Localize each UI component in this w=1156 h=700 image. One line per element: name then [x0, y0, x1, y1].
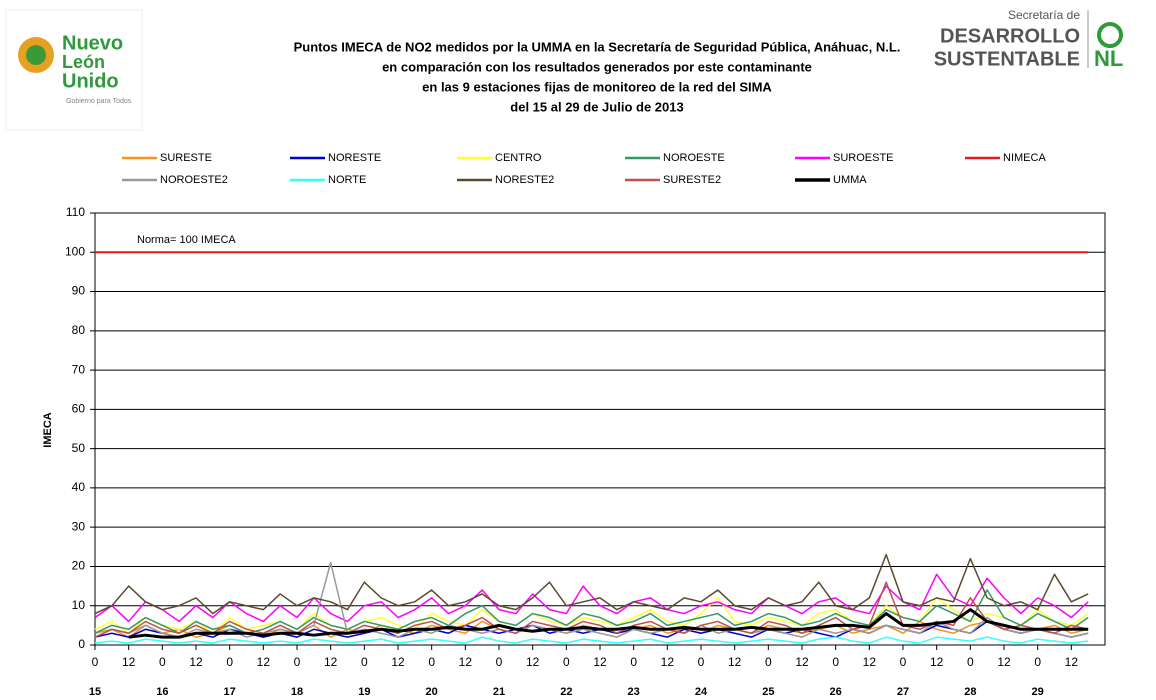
legend-label: UMMA — [833, 174, 867, 186]
day-label: 27 — [897, 686, 909, 698]
legend-label: NORESTE2 — [495, 174, 554, 186]
x-tick-label: 12 — [795, 655, 809, 669]
y-axis-label: IMECA — [42, 412, 54, 448]
x-tick-label: 0 — [900, 655, 907, 669]
legend-label: NOROESTE — [663, 152, 725, 164]
logo-text: SUSTENTABLE — [934, 48, 1080, 70]
day-label: 22 — [560, 686, 572, 698]
x-tick-label: 0 — [765, 655, 772, 669]
series-line — [128, 608, 1089, 639]
day-label: 24 — [695, 686, 708, 698]
chart-title: Puntos IMECA de NO2 medidos por la UMMA … — [294, 39, 901, 54]
y-tick-label: 30 — [72, 519, 86, 533]
legend-label: NORTE — [328, 174, 366, 186]
legend-label: SUROESTE — [833, 152, 894, 164]
x-tick-label: 12 — [593, 655, 607, 669]
x-tick-label: 12 — [863, 655, 877, 669]
y-tick-label: 40 — [72, 480, 86, 494]
x-tick-label: 12 — [257, 655, 271, 669]
x-tick-label: 12 — [1065, 655, 1079, 669]
legend-label: SURESTE2 — [663, 174, 721, 186]
day-label: 18 — [291, 686, 303, 698]
x-tick-label: 12 — [189, 655, 203, 669]
x-tick-label: 0 — [1034, 655, 1041, 669]
logo-text: DESARROLLO — [940, 25, 1080, 47]
x-tick-label: 0 — [294, 655, 301, 669]
series-line — [94, 581, 1089, 638]
x-tick-label: 12 — [324, 655, 338, 669]
legend-label: NORESTE — [328, 152, 381, 164]
annotation: Norma= 100 IMECA — [137, 234, 236, 246]
series-line — [94, 597, 1089, 634]
series-line — [94, 636, 1089, 644]
y-tick-label: 70 — [72, 362, 86, 376]
legend-label: NOROESTE2 — [160, 174, 228, 186]
y-tick-label: 90 — [72, 284, 86, 298]
x-tick-label: 0 — [563, 655, 570, 669]
x-tick-label: 0 — [428, 655, 435, 669]
day-label: 16 — [156, 686, 168, 698]
day-label: 20 — [426, 686, 438, 698]
y-tick-label: 0 — [78, 637, 85, 651]
y-tick-label: 50 — [72, 441, 86, 455]
x-tick-label: 0 — [361, 655, 368, 669]
x-tick-label: 0 — [159, 655, 166, 669]
y-tick-label: 20 — [72, 559, 86, 573]
x-tick-label: 12 — [930, 655, 944, 669]
legend-label: CENTRO — [495, 152, 542, 164]
x-tick-label: 12 — [997, 655, 1011, 669]
day-label: 23 — [628, 686, 640, 698]
x-tick-label: 12 — [728, 655, 742, 669]
day-label: 26 — [830, 686, 842, 698]
day-label: 19 — [358, 686, 370, 698]
plot-frame — [94, 212, 1106, 646]
day-label: 17 — [224, 686, 236, 698]
logo-text: Gobierno para Todos — [66, 98, 132, 105]
x-tick-label: 12 — [459, 655, 473, 669]
x-tick-label: 12 — [391, 655, 405, 669]
y-tick-label: 10 — [72, 598, 86, 612]
logo-icon — [1097, 22, 1123, 48]
series-line — [94, 553, 1089, 615]
logo-text: León — [62, 52, 105, 72]
y-tick-label: 100 — [65, 244, 85, 258]
x-tick-label: 0 — [832, 655, 839, 669]
legend-label: SURESTE — [160, 152, 212, 164]
x-tick-label: 0 — [226, 655, 233, 669]
series-line — [94, 589, 1089, 634]
logo-text: NL — [1094, 46, 1123, 71]
chart-title: en comparación con los resultados genera… — [382, 59, 812, 74]
x-tick-label: 0 — [496, 655, 503, 669]
day-label: 15 — [89, 686, 101, 698]
x-tick-label: 12 — [661, 655, 675, 669]
day-label: 28 — [964, 686, 976, 698]
day-label: 25 — [762, 686, 774, 698]
legend-label: NIMECA — [1003, 152, 1046, 164]
logo-text: Nuevo — [62, 32, 123, 54]
x-tick-label: 0 — [967, 655, 974, 669]
day-label: 29 — [1032, 686, 1044, 698]
chart-title: en las 9 estaciones fijas de monitoreo d… — [422, 79, 772, 94]
x-tick-label: 12 — [122, 655, 136, 669]
x-tick-label: 12 — [526, 655, 540, 669]
day-label: 21 — [493, 686, 505, 698]
chart-title: del 15 al 29 de Julio de 2013 — [510, 99, 683, 114]
logo-text: Unido — [62, 70, 119, 92]
y-tick-label: 60 — [72, 402, 86, 416]
x-tick-label: 0 — [698, 655, 705, 669]
x-tick-label: 0 — [92, 655, 99, 669]
logo-icon — [26, 45, 46, 65]
y-tick-label: 80 — [72, 323, 86, 337]
logo-text: Secretaría de — [1008, 8, 1080, 22]
x-tick-label: 0 — [630, 655, 637, 669]
y-tick-label: 110 — [66, 205, 85, 219]
